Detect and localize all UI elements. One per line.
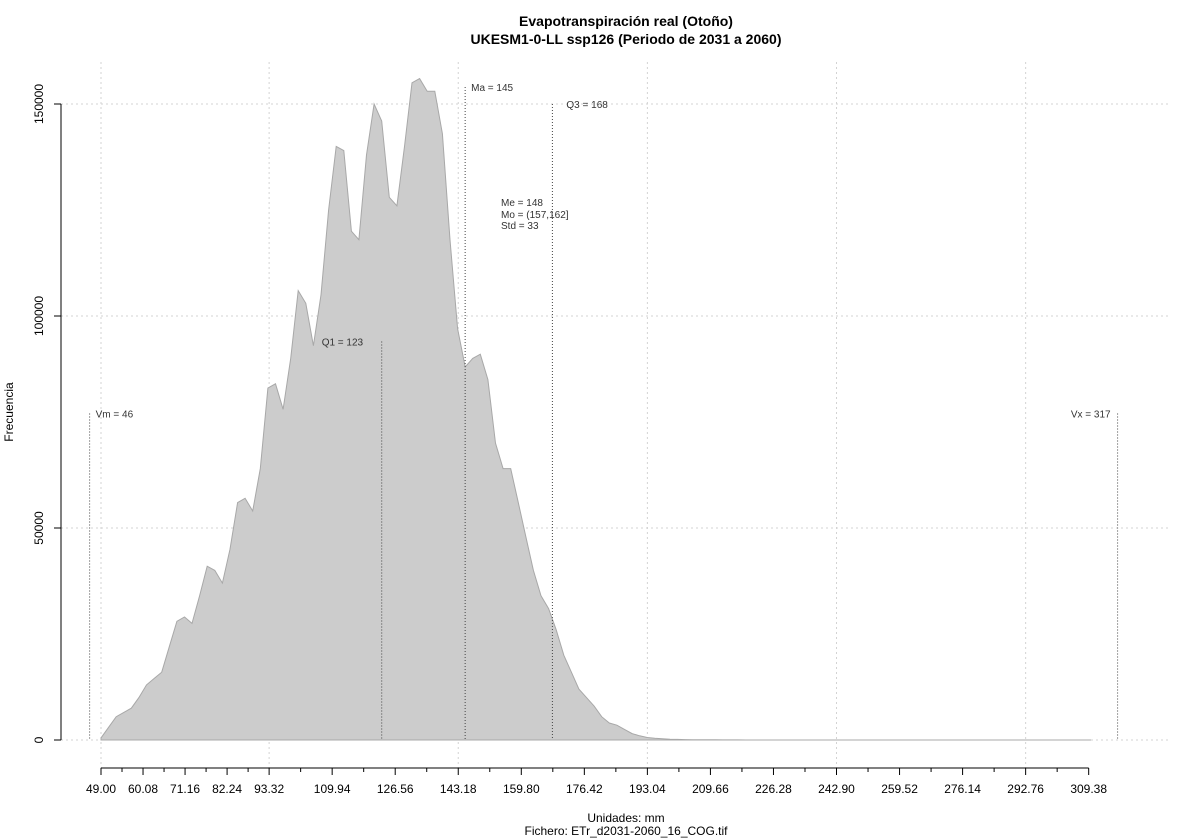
chart-title: Evapotranspiración real (Otoño)	[519, 13, 733, 29]
y-tick-label: 50000	[32, 511, 46, 545]
x-tick-label: 159.80	[503, 782, 540, 796]
y-tick-label: 150000	[32, 84, 46, 124]
x-tick-label: 309.38	[1070, 782, 1107, 796]
x-axis: 49.00 60.08 71.16 82.24 93.32 109.94 126.56 143…	[86, 767, 1107, 796]
x-tick-label: 242.90	[818, 782, 855, 796]
x-tick-label: 60.08	[128, 782, 158, 796]
chart-title-block: Evapotranspiración real (Otoño) UKESM1-0…	[0, 12, 1200, 48]
x-axis-title: Unidades: mm	[587, 811, 664, 825]
marker-label: Vm = 46	[96, 410, 134, 421]
marker-label: Q1 = 123	[322, 337, 364, 348]
marker-label: Vx = 317	[1071, 410, 1111, 421]
x-tick-label: 109.94	[314, 782, 351, 796]
x-tick-label: 49.00	[86, 782, 116, 796]
stat-std: Std = 33	[501, 221, 539, 232]
stat-mode: Mo = (157,162]	[501, 210, 569, 221]
x-tick-label: 71.16	[170, 782, 200, 796]
x-tick-label: 143.18	[440, 782, 477, 796]
x-tick-label: 176.42	[566, 782, 603, 796]
statistic-markers: Vm = 46 Q1 = 123 Ma = 145 Q3 = 168 Vx = 317	[89, 83, 1119, 740]
marker-label: Q3 = 168	[566, 100, 608, 111]
density-area	[100, 77, 1091, 741]
marker-label: Ma = 145	[471, 83, 513, 94]
y-tick-label: 100000	[32, 296, 46, 336]
x-tick-label: 82.24	[212, 782, 242, 796]
x-tick-label: 259.52	[881, 782, 918, 796]
stat-median: Me = 148	[501, 198, 543, 209]
x-tick-label: 193.04	[629, 782, 666, 796]
x-tick-label: 226.28	[755, 782, 792, 796]
x-tick-label: 276.14	[944, 782, 981, 796]
source-file-label: Fichero: ETr_d2031-2060_16_COG.tif	[525, 824, 729, 838]
x-tick-label: 209.66	[692, 782, 729, 796]
chart-subtitle: UKESM1-0-LL ssp126 (Periodo de 2031 a 20…	[470, 31, 782, 47]
y-axis: 0 50000 100000 150000	[32, 84, 62, 743]
y-tick-label: 0	[32, 736, 46, 743]
x-tick-label: 93.32	[254, 782, 284, 796]
y-axis-title: Frecuencia	[2, 382, 16, 442]
x-tick-label: 126.56	[377, 782, 414, 796]
x-tick-label: 292.76	[1007, 782, 1044, 796]
